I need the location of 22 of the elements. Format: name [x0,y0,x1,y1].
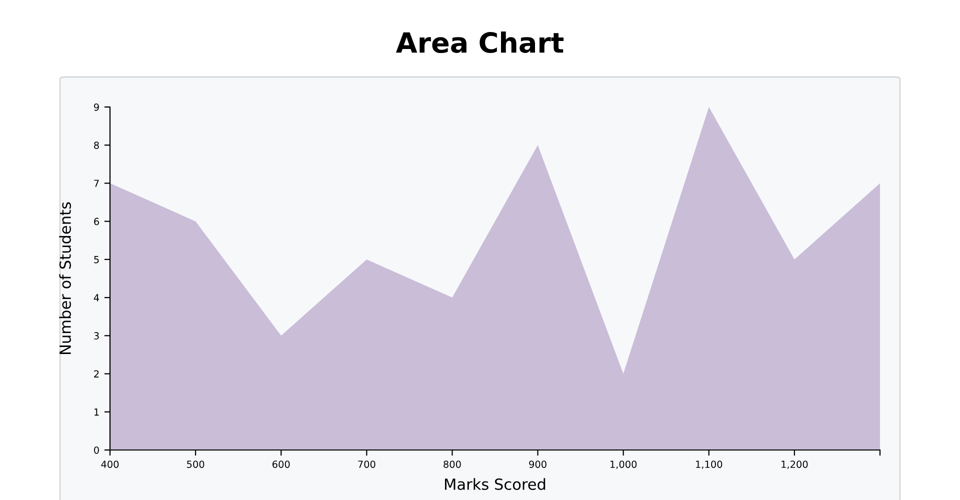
x-tick-label: 1,100 [696,460,722,469]
y-tick-label: 5 [94,256,99,264]
y-tick-label: 6 [94,218,99,226]
x-tick-label: 1,000 [610,460,637,469]
y-tick-label: 0 [94,446,99,454]
y-tick-label: 9 [94,103,99,111]
y-tick-label: 8 [94,142,99,149]
y-tick-label: 4 [94,294,100,302]
chart-title: Area Chart [396,32,564,54]
x-tick-label: 900 [529,460,546,468]
x-tick-label: 400 [101,460,119,468]
x-tick-label: 1,200 [782,460,808,469]
y-tick-label: 7 [94,180,99,187]
x-tick-label: 500 [187,460,204,468]
y-tick-label: 3 [94,332,99,340]
y-axis-title: Number of Students [59,202,71,354]
x-tick-label: 600 [272,460,290,468]
x-axis-title: Marks Scored [445,478,546,490]
y-tick-label: 1 [94,408,99,416]
y-tick-label: 2 [94,370,99,378]
x-tick-label: 800 [444,460,461,468]
x-tick-label: 700 [358,460,376,468]
